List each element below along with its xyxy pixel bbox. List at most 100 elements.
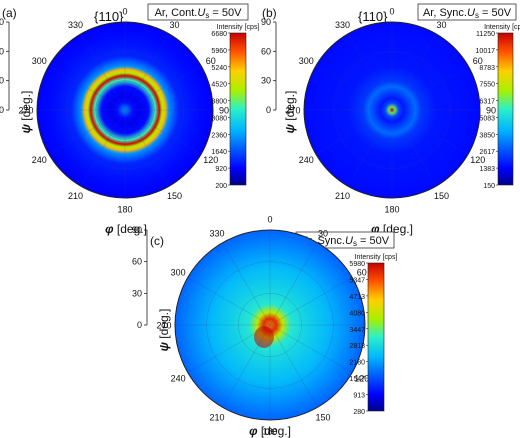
colorbar-tick-label: 150 [483,183,495,190]
phi-tick-label: 120 [354,374,369,384]
condition-box [147,3,249,21]
phi-tick-label: 30 [169,20,179,30]
psi-tick-label: 60 [0,46,4,56]
phi-tick-label: 330 [335,20,350,30]
phi-tick-label: 0 [122,7,127,17]
polar-grid [175,230,365,420]
polar-grid [304,22,480,198]
plot-boundary [303,21,481,199]
colorbar-tick-label: 3850 [479,132,495,139]
colorbar-tick-label: 4520 [211,82,227,89]
plane-label: {110} [94,9,124,24]
colorbar-tick-label: 2180 [349,360,365,367]
colorbar-tick-label: 1547 [349,376,365,383]
psi-tick-label: 0 [137,320,142,330]
colorbar-title: Intensity [cps] [355,254,398,261]
phi-tick-label: 270 [18,106,33,116]
phi-tick-label: 0 [389,7,394,17]
phi-tick-label: 120 [470,155,485,165]
phi-tick-label: 150 [434,191,449,201]
intensity-map [175,230,365,420]
colorbar-title: Intensity [cps] [217,24,260,31]
phi-tick-label: 300 [299,56,314,66]
colorbar-tick-label: 3080 [211,115,227,122]
phi-tick-label: 30 [436,20,446,30]
colorbar-tick-label: 4080 [349,310,365,317]
phi-tick-label: 60 [206,56,216,66]
panel-label: (c) [150,234,164,248]
colorbar-tick-label: 5347 [349,277,365,284]
phi-tick-label: 330 [209,229,224,239]
colorbar-tick-label: 7550 [479,82,495,89]
colorbar-tick-label: 913 [353,393,365,400]
phi-tick-label: 60 [473,56,483,66]
phi-tick-label: 210 [335,191,350,201]
colorbar-tick-label: 2360 [211,132,227,139]
phi-tick-label: 90 [486,106,496,116]
colorbar-tick-label: 10017 [476,48,496,55]
psi-axis-label: ψ [deg.] [283,91,297,134]
plane-label: {110} [358,9,388,24]
phi-tick-label: 30 [318,229,328,239]
condition-label: Ar, Cont.Us = 50V [155,7,243,20]
phi-tick-label: 150 [315,412,330,422]
colorbar-tick-label: 3800 [211,99,227,106]
colorbar-tick-label: 5960 [211,48,227,55]
psi-tick-label: 0 [0,105,4,115]
psi-tick-label: 30 [261,76,271,86]
colorbar-tick-label: 11250 [476,31,495,38]
phi-tick-label: 120 [203,155,218,165]
pole-figure-panel: (c){110}Kr, Sync.Us = 50V030609012015018… [132,215,397,438]
phi-tick-label: 90 [219,106,229,116]
colorbar-tick-label: 1383 [479,166,495,173]
condition-box [417,3,517,21]
psi-tick-label: 30 [0,76,4,86]
psi-tick-label: 60 [132,257,142,267]
psi-tick-label: 60 [261,46,271,56]
colorbar-tick-label: 5083 [479,115,495,122]
phi-tick-label: 0 [267,215,272,225]
phi-tick-label: 180 [384,205,399,215]
colorbar-tick-label: 1640 [211,149,227,156]
psi-tick-label: 90 [0,17,4,27]
phi-axis-label: φ [deg.] [249,424,291,438]
phi-tick-label: 330 [68,20,83,30]
colorbar-tick-label: 2617 [479,149,495,156]
phi-tick-label: 210 [68,191,83,201]
phi-tick-label: 300 [171,268,186,278]
psi-axis-label: ψ [deg.] [19,91,33,134]
phi-tick-label: 270 [156,321,171,331]
colorbar-tick-label: 5980 [349,261,365,268]
psi-tick-label: 30 [132,288,142,298]
phi-tick-label: 270 [285,106,300,116]
colorbar-tick-label: 200 [215,183,227,190]
colorbar-tick-label: 8783 [479,65,495,72]
phi-tick-label: 180 [262,427,277,437]
condition-label: Ar, Sync.Us = 50V [423,7,512,20]
plot-boundary [36,21,214,199]
phi-tick-label: 240 [171,374,186,384]
intensity-map [304,22,480,198]
polar-grid [37,22,213,198]
psi-axis-label: ψ [deg.] [157,309,171,352]
panel-label: (b) [262,6,277,20]
intensity-hotspot [254,326,274,348]
phi-tick-label: 240 [32,155,47,165]
colorbar-tick-label: 4713 [349,294,365,301]
phi-tick-label: 180 [117,205,132,215]
colorbar [367,262,385,412]
colorbar-tick-label: 6680 [211,31,227,38]
panel-label: (a) [2,6,17,20]
phi-tick-label: 210 [209,412,224,422]
pole-figure-panel: (b) {110} Ar, Sync.Us = 50V 0 30 60 90 120 150 18… [261,3,520,236]
phi-tick-label: 150 [167,191,182,201]
pole-figure-panel: (a) {110} Ar, Cont.Us = 50V 0 30 60 90 120 150 18… [0,3,260,236]
psi-tick-label: 90 [261,17,271,27]
colorbar-tick-label: 3447 [349,327,365,334]
plot-boundary [174,229,366,421]
phi-axis-label: φ [deg.] [105,222,147,236]
colorbar-tick-label: 920 [215,166,227,173]
psi-tick-label: 0 [266,105,271,115]
phi-tick-label: 240 [299,155,314,165]
